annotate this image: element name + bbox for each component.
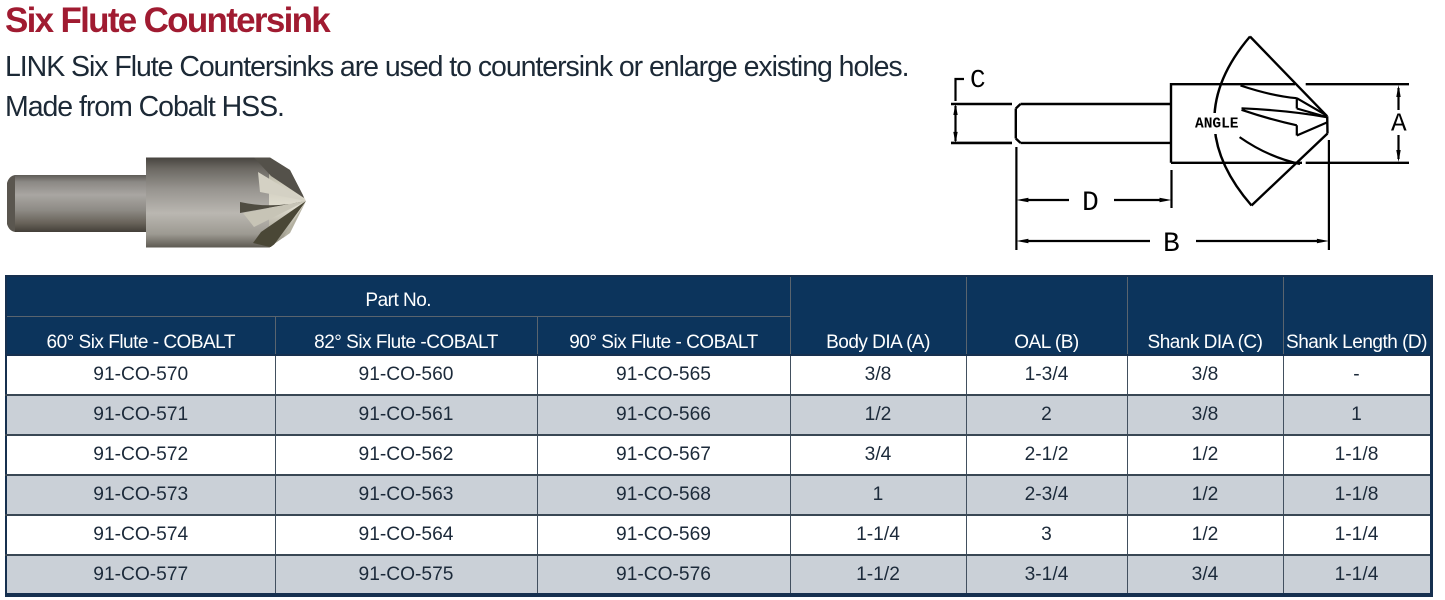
svg-text:D: D (1082, 188, 1099, 219)
svg-text:A: A (1391, 109, 1407, 139)
svg-text:ANGLE: ANGLE (1195, 117, 1239, 133)
svg-text:B: B (1163, 229, 1180, 260)
svg-text:C: C (970, 65, 986, 95)
